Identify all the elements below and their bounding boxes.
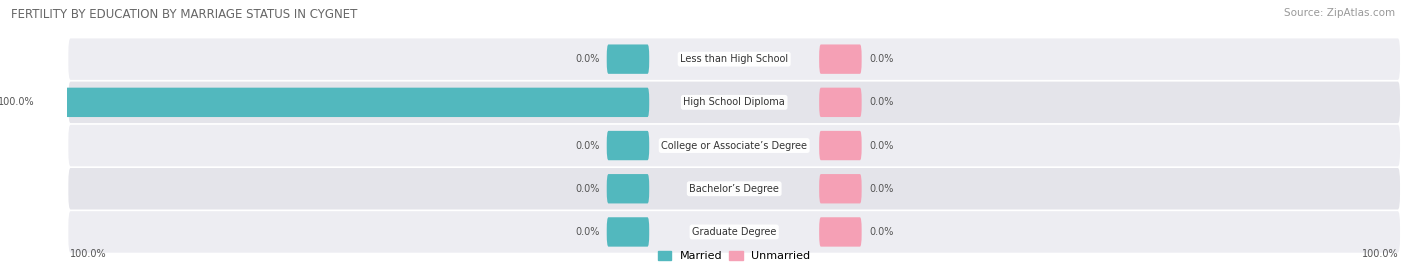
Text: 0.0%: 0.0%	[869, 227, 893, 237]
Text: 0.0%: 0.0%	[575, 227, 599, 237]
FancyBboxPatch shape	[69, 38, 1400, 80]
Text: High School Diploma: High School Diploma	[683, 97, 785, 107]
Text: 100.0%: 100.0%	[69, 249, 107, 259]
Text: Bachelor’s Degree: Bachelor’s Degree	[689, 184, 779, 194]
FancyBboxPatch shape	[607, 131, 650, 160]
FancyBboxPatch shape	[69, 168, 1400, 210]
Text: Less than High School: Less than High School	[681, 54, 789, 64]
Text: 100.0%: 100.0%	[1362, 249, 1399, 259]
FancyBboxPatch shape	[69, 211, 1400, 253]
Text: 0.0%: 0.0%	[869, 97, 893, 107]
FancyBboxPatch shape	[607, 217, 650, 247]
Text: 0.0%: 0.0%	[575, 54, 599, 64]
Text: College or Associate’s Degree: College or Associate’s Degree	[661, 140, 807, 151]
Text: 0.0%: 0.0%	[869, 140, 893, 151]
FancyBboxPatch shape	[820, 88, 862, 117]
Text: Source: ZipAtlas.com: Source: ZipAtlas.com	[1284, 8, 1395, 18]
Text: Graduate Degree: Graduate Degree	[692, 227, 776, 237]
Text: FERTILITY BY EDUCATION BY MARRIAGE STATUS IN CYGNET: FERTILITY BY EDUCATION BY MARRIAGE STATU…	[11, 8, 357, 21]
Text: 0.0%: 0.0%	[869, 54, 893, 64]
FancyBboxPatch shape	[69, 125, 1400, 166]
FancyBboxPatch shape	[42, 88, 650, 117]
Text: 0.0%: 0.0%	[575, 184, 599, 194]
FancyBboxPatch shape	[820, 174, 862, 203]
Text: 0.0%: 0.0%	[575, 140, 599, 151]
FancyBboxPatch shape	[820, 131, 862, 160]
FancyBboxPatch shape	[69, 82, 1400, 123]
Text: 100.0%: 100.0%	[0, 97, 35, 107]
FancyBboxPatch shape	[820, 217, 862, 247]
FancyBboxPatch shape	[820, 44, 862, 74]
FancyBboxPatch shape	[607, 44, 650, 74]
FancyBboxPatch shape	[607, 174, 650, 203]
Text: 0.0%: 0.0%	[869, 184, 893, 194]
Legend: Married, Unmarried: Married, Unmarried	[654, 247, 815, 266]
